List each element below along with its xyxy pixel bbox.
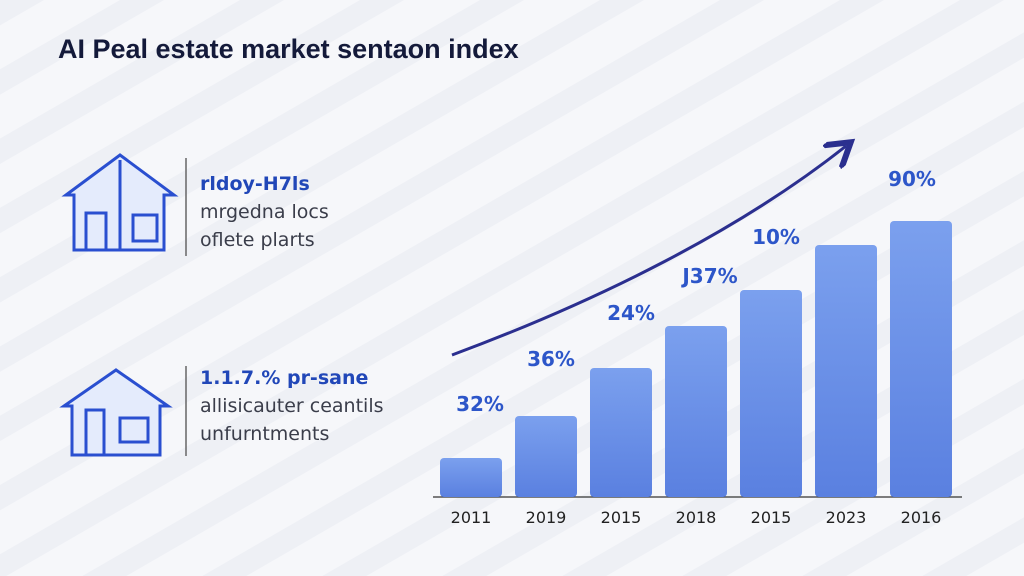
- item-line: allisicauter ceantils: [200, 395, 384, 417]
- bar: [890, 221, 952, 497]
- item-heading: 1.1.7.% pr-sane: [200, 367, 368, 389]
- x-tick-label: 2023: [826, 508, 867, 527]
- bar: [740, 290, 802, 497]
- annotation: 24%: [607, 301, 655, 325]
- x-tick-label: 2011: [451, 508, 492, 527]
- x-tick-label: 2019: [526, 508, 567, 527]
- x-tick-label: 2015: [751, 508, 792, 527]
- house-icon: [61, 153, 179, 252]
- item-line: unfurntments: [200, 423, 329, 445]
- annotation: 36%: [527, 347, 575, 371]
- bar: [815, 245, 877, 497]
- bar: [665, 326, 727, 497]
- title: AI Peal estate market sentaon index: [58, 34, 519, 64]
- house-icon: [59, 368, 173, 457]
- bar: [440, 458, 502, 497]
- item-line: mrgedna locs: [200, 201, 329, 223]
- annotation: J37%: [680, 264, 737, 288]
- x-tick-label: 2018: [676, 508, 717, 527]
- item-heading: rldoy-H7ls: [200, 173, 310, 195]
- annotation: 32%: [456, 392, 504, 416]
- trend-arrow: [451, 146, 846, 357]
- annotation: 10%: [752, 225, 800, 249]
- x-tick-label: 2015: [601, 508, 642, 527]
- bar: [515, 416, 577, 497]
- bar: [590, 368, 652, 497]
- x-tick-label: 2016: [901, 508, 942, 527]
- annotation: 90%: [888, 167, 936, 191]
- chart: 2011 2019 2015 2018 2015 2023 2016 32% 36% 24% J37…: [440, 167, 952, 527]
- item-line: oflete plarts: [200, 229, 315, 251]
